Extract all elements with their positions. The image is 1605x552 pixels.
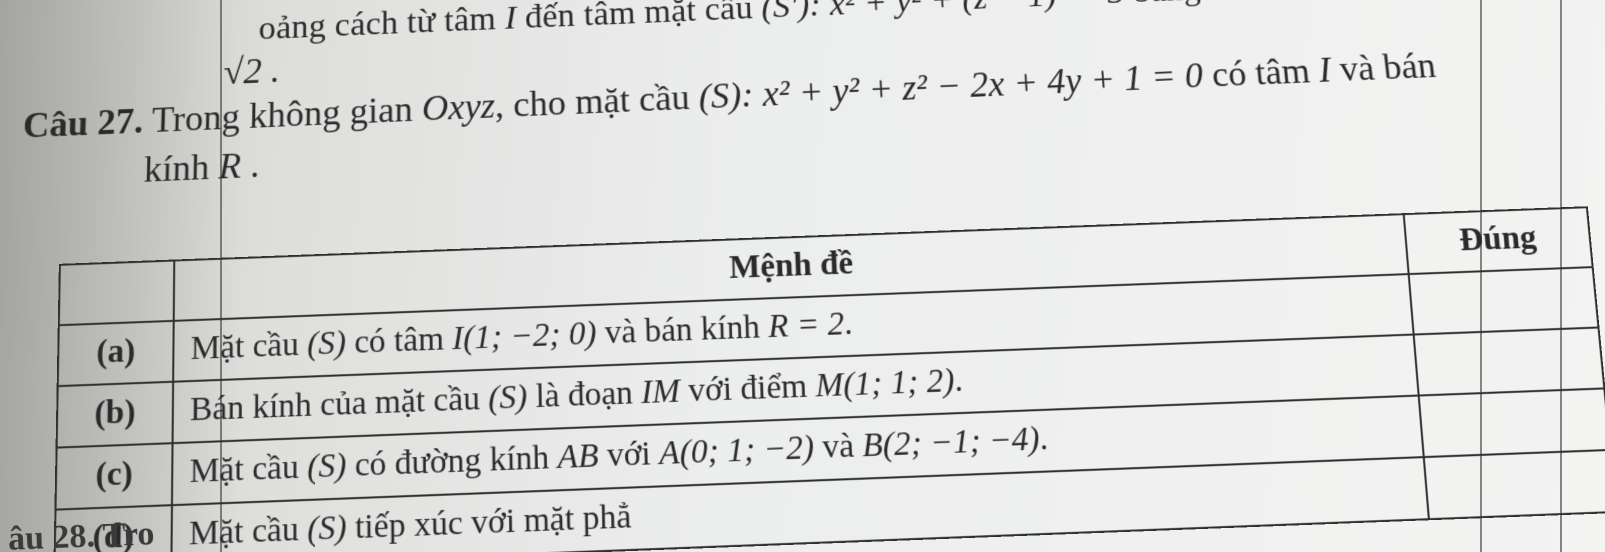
row-a-correct-cell[interactable]	[1409, 267, 1599, 334]
S: (S)	[307, 448, 346, 486]
q27-R: R	[218, 145, 241, 186]
sqrt2-text: √2 .	[223, 50, 280, 92]
page-photo: oảng cách từ tâm I đến tâm mặt cầu (S′):…	[0, 0, 1605, 552]
text: và bán kính	[596, 309, 769, 351]
S: (S)	[307, 510, 346, 548]
statements-table: Mệnh đề Đúng (a) Mặt cầu (S) có tâm I(1;…	[53, 206, 1605, 552]
I-coords: I(1; −2; 0)	[452, 316, 597, 357]
frag-text: oảng cách từ tâm	[258, 0, 505, 47]
row-c-correct-cell[interactable]	[1419, 388, 1605, 457]
q27-label: Câu 27.	[22, 100, 144, 145]
seg-AB: AB	[557, 438, 599, 476]
prev-question-fragment: oảng cách từ tâm I đến tâm mặt cầu (S′):…	[258, 0, 1201, 48]
question-28-fragment: âu 28. Tro	[7, 515, 155, 552]
text: với điểm	[680, 368, 817, 409]
q27-text-c: có tâm	[1201, 50, 1321, 95]
text: Mặt cầu	[189, 511, 307, 552]
frag-I: I	[505, 0, 517, 37]
text: Mặt cầu	[189, 449, 307, 490]
row-label-b: (b)	[57, 382, 174, 448]
q28-label: âu 28. Tro	[7, 515, 155, 552]
row-b-correct-cell[interactable]	[1414, 327, 1605, 395]
text: với	[598, 436, 659, 475]
q27-text-a: Trong không gian	[151, 89, 422, 141]
row-label-a: (a)	[58, 321, 174, 386]
row-d-correct-cell[interactable]	[1424, 450, 1605, 519]
q27-text-d: và bán	[1329, 45, 1438, 89]
text: có tâm	[346, 321, 453, 361]
q27-l2-a: kính	[143, 146, 219, 190]
q27-l2-dot: .	[241, 144, 260, 185]
text: Mặt cầu	[190, 327, 307, 367]
text: .	[843, 306, 853, 342]
row-label-c: (c)	[55, 443, 172, 509]
A-coords: A(0; 1; −2)	[659, 430, 815, 472]
q27-text-b: , cho mặt cầu	[495, 77, 700, 126]
frag-text-2: đến tâm mặt cầu	[516, 0, 762, 36]
text: tiếp xúc với mặt phẳ	[346, 499, 631, 547]
text: là đoạn	[527, 375, 642, 416]
text: và	[813, 428, 863, 466]
q27-S: (S)	[698, 75, 742, 117]
S: (S)	[488, 379, 528, 417]
seg-IM: IM	[641, 373, 681, 411]
frag-eq: : x² + y² + (z − 1)² = 3	[809, 0, 1126, 24]
frag-suffix: bằng	[1123, 0, 1202, 10]
sqrt2-value: √2 .	[223, 49, 280, 93]
S: (S)	[307, 325, 346, 362]
statements-table-wrap: Mệnh đề Đúng (a) Mặt cầu (S) có tâm I(1;…	[53, 206, 1605, 552]
text: Bán kính của mặt cầu	[190, 381, 488, 429]
header-blank	[59, 261, 174, 326]
M-coords: M(1; 1; 2)	[815, 363, 955, 404]
R-eq: R = 2	[768, 306, 845, 345]
text: .	[953, 363, 963, 399]
frag-S-prime: (S′)	[761, 0, 811, 26]
q27-oxyz: Oxyz	[422, 85, 495, 128]
text: .	[1039, 421, 1049, 458]
text: có đường kính	[346, 440, 558, 485]
header-correct: Đúng	[1404, 207, 1593, 274]
B-coords: B(2; −1; −4)	[862, 421, 1041, 464]
